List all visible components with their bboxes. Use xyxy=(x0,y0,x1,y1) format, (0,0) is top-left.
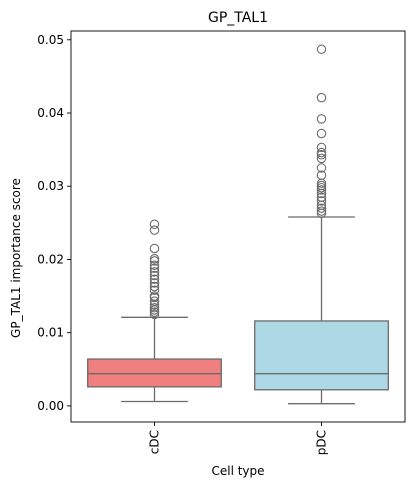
pdc-outlier-point xyxy=(316,114,327,124)
cdc-outlier-point xyxy=(149,260,160,271)
pdc-outlier-point xyxy=(316,203,327,213)
cdc-outlier-point xyxy=(149,278,160,288)
y-tick-label: 0.01 xyxy=(37,326,64,340)
pdc-outlier-point xyxy=(316,206,327,216)
cdc-box xyxy=(87,358,222,388)
x-axis-label: Cell type xyxy=(211,464,264,478)
axes-frame xyxy=(70,30,406,423)
pdc-outlier-point xyxy=(316,142,327,153)
pdc-outlier-point xyxy=(316,153,327,164)
chart-title: GP_TAL1 xyxy=(208,10,268,26)
pdc-outlier-point xyxy=(316,192,327,202)
cdc-outlier-point xyxy=(149,274,160,284)
pdc-outlier-point xyxy=(316,92,327,103)
y-tick-label: 0.02 xyxy=(37,252,64,266)
cdc-outlier-point xyxy=(149,296,160,306)
cdc-outlier-point xyxy=(149,285,160,295)
pdc-outlier-point xyxy=(316,44,327,55)
cdc-outlier-point xyxy=(149,219,160,230)
cdc-outlier-point xyxy=(149,263,160,273)
pdc-outlier-point xyxy=(316,147,327,158)
cdc-outlier-point xyxy=(149,281,160,292)
cdc-outlier-point xyxy=(149,243,160,254)
cdc-outlier-point xyxy=(149,270,160,281)
y-tick-label: 0.04 xyxy=(37,106,64,120)
y-tick-label: 0.05 xyxy=(37,33,64,47)
y-axis-label: GP_TAL1 importance score xyxy=(9,178,23,338)
pdc-outlier-point xyxy=(316,170,327,180)
y-tick-label: 0.00 xyxy=(37,399,64,413)
plot-area: 0.00 0.01 0.02 0.03 0.04 0.05 cDC pDC xyxy=(37,30,406,455)
cdc-outlier-point xyxy=(149,253,160,264)
cdc-outlier-point xyxy=(149,291,160,301)
pdc-outlier-point xyxy=(316,196,327,206)
cdc-outlier-point xyxy=(149,303,160,313)
pdc-outlier-point xyxy=(316,163,327,173)
cdc-outlier-point xyxy=(149,267,160,277)
pdc-box xyxy=(254,320,389,391)
y-tick-label: 0.03 xyxy=(37,179,64,193)
x-tick-label: cDC xyxy=(148,430,162,454)
cdc-outlier-point xyxy=(149,225,160,235)
x-tick-label: pDC xyxy=(315,430,329,455)
pdc-outlier-point xyxy=(316,128,327,139)
